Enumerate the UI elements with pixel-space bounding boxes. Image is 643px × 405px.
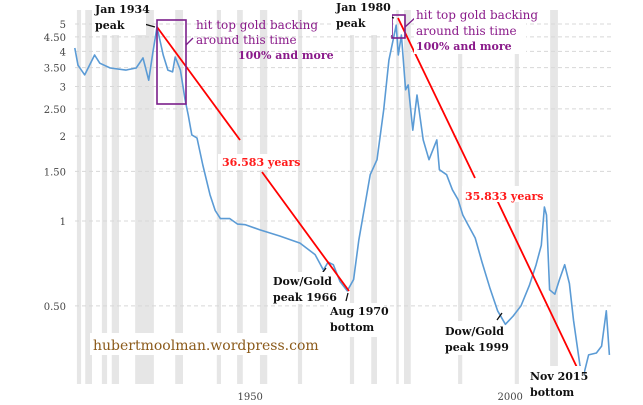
pointer-box-1	[185, 37, 194, 46]
recession-bar	[259, 10, 268, 384]
label-duration-2: 35.833 years	[465, 190, 543, 203]
series-line	[74, 24, 611, 379]
y-tick-label: 4	[60, 47, 66, 58]
y-tick-label: 0.50	[44, 302, 66, 313]
recession-bar	[458, 10, 463, 384]
recession-bar	[76, 10, 82, 384]
label-gold-backing-1: hit top gold backing around this time	[196, 18, 318, 47]
trend-line-2b	[496, 199, 584, 381]
recession-bar	[111, 10, 120, 384]
x-axis-ticks: 1950 2000	[237, 392, 522, 403]
y-tick-label: 1.50	[44, 167, 66, 178]
recession-bar	[216, 10, 221, 384]
label-bottom-2015: Nov 2015 bottom	[530, 370, 588, 399]
recession-bar	[101, 10, 108, 384]
recession-bar	[237, 10, 243, 384]
label-dowgold-peak-1966: Dow/Gold peak 1966	[273, 275, 337, 304]
recession-bar	[349, 10, 355, 384]
y-tick-label: 3	[60, 83, 66, 94]
label-gold-backing-1-pct: 100% and more	[238, 49, 334, 62]
recession-bar	[396, 10, 399, 384]
y-tick-label: 2.50	[44, 105, 66, 116]
watermark: hubertmoolman.wordpress.com	[93, 338, 319, 354]
recession-bar	[550, 10, 558, 384]
recession-bar	[85, 10, 92, 384]
trend-line-2a	[397, 17, 476, 179]
pointer-1999	[496, 312, 503, 321]
label-gold-backing-2-pct: 100% and more	[416, 40, 512, 53]
trend-line-1a	[156, 26, 241, 141]
x-tick-label: 1950	[237, 392, 262, 403]
y-tick-label: 4.50	[44, 33, 66, 44]
label-peak-1934: Jan 1934 peak	[94, 3, 150, 32]
recession-bar	[404, 10, 411, 384]
label-duration-1: 36.583 years	[222, 156, 300, 169]
y-axis-ticks: 5 4.50 4 3.50 3 2.50 2 1.50 1 0.50	[44, 20, 66, 313]
recession-bar	[175, 10, 183, 384]
recession-bar	[135, 10, 154, 384]
pointer-1970	[345, 292, 349, 302]
y-tick-label: 3.50	[44, 64, 66, 75]
y-tick-label: 1	[60, 217, 66, 228]
y-tick-label: 5	[60, 20, 66, 31]
label-bottom-1970: Aug 1970 bottom	[329, 305, 389, 334]
trend-lines	[156, 17, 584, 381]
y-tick-label: 2	[60, 132, 66, 143]
label-peak-1980: Jan 1980 peak	[335, 1, 391, 30]
gold-backing-box-1	[156, 19, 187, 105]
gridlines	[75, 23, 612, 307]
trend-line-1b	[261, 171, 350, 292]
label-dowgold-peak-1999: Dow/Gold peak 1999	[445, 325, 509, 354]
x-tick-label: 2000	[497, 392, 522, 403]
recession-shading	[76, 10, 558, 384]
recession-bar	[371, 10, 377, 384]
recession-bar	[297, 10, 303, 384]
label-gold-backing-2: hit top gold backing around this time	[416, 8, 538, 38]
